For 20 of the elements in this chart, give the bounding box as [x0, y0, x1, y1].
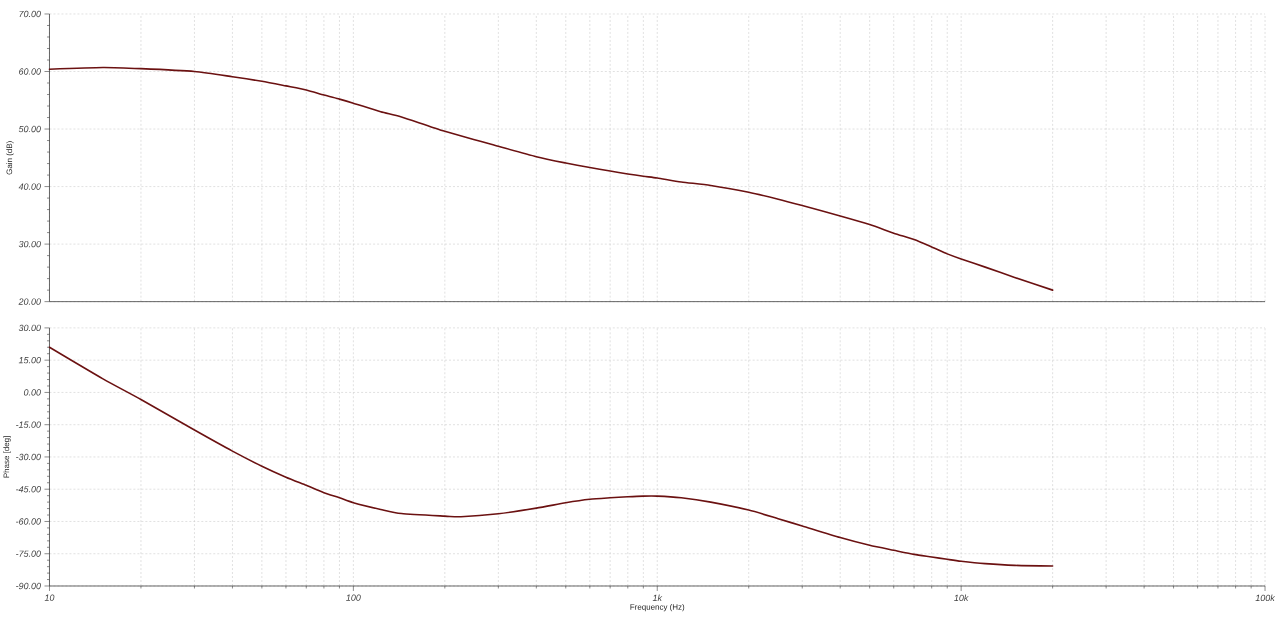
- y-tick-label: 40.00: [18, 183, 41, 190]
- x-tick-label: 10: [44, 594, 55, 601]
- y-tick-label: -75.00: [16, 550, 41, 557]
- y-tick-label: 15.00: [18, 356, 41, 364]
- x-tick-label: 100: [346, 594, 361, 601]
- y-tick-label: 0.00: [23, 389, 41, 396]
- x-tick-label: 100k: [1255, 594, 1276, 601]
- y-tick-label: 30.00: [18, 240, 41, 248]
- y-tick-label: 60.00: [19, 68, 41, 75]
- y-tick-label: -90.00: [16, 582, 41, 590]
- y-tick-label: 30.00: [18, 324, 41, 331]
- y-tick-label: -15.00: [16, 421, 41, 428]
- y-tick-label: 50.00: [18, 125, 41, 133]
- y-tick-label: 20.00: [18, 298, 41, 305]
- y-tick-label: -60.00: [16, 518, 41, 525]
- y-tick-label: 70.00: [19, 10, 41, 18]
- x-tick-label: 10k: [954, 594, 969, 601]
- y-tick-label: -45.00: [16, 485, 41, 493]
- x-tick-label: 1k: [652, 594, 663, 601]
- y-tick-label: -30.00: [16, 453, 41, 460]
